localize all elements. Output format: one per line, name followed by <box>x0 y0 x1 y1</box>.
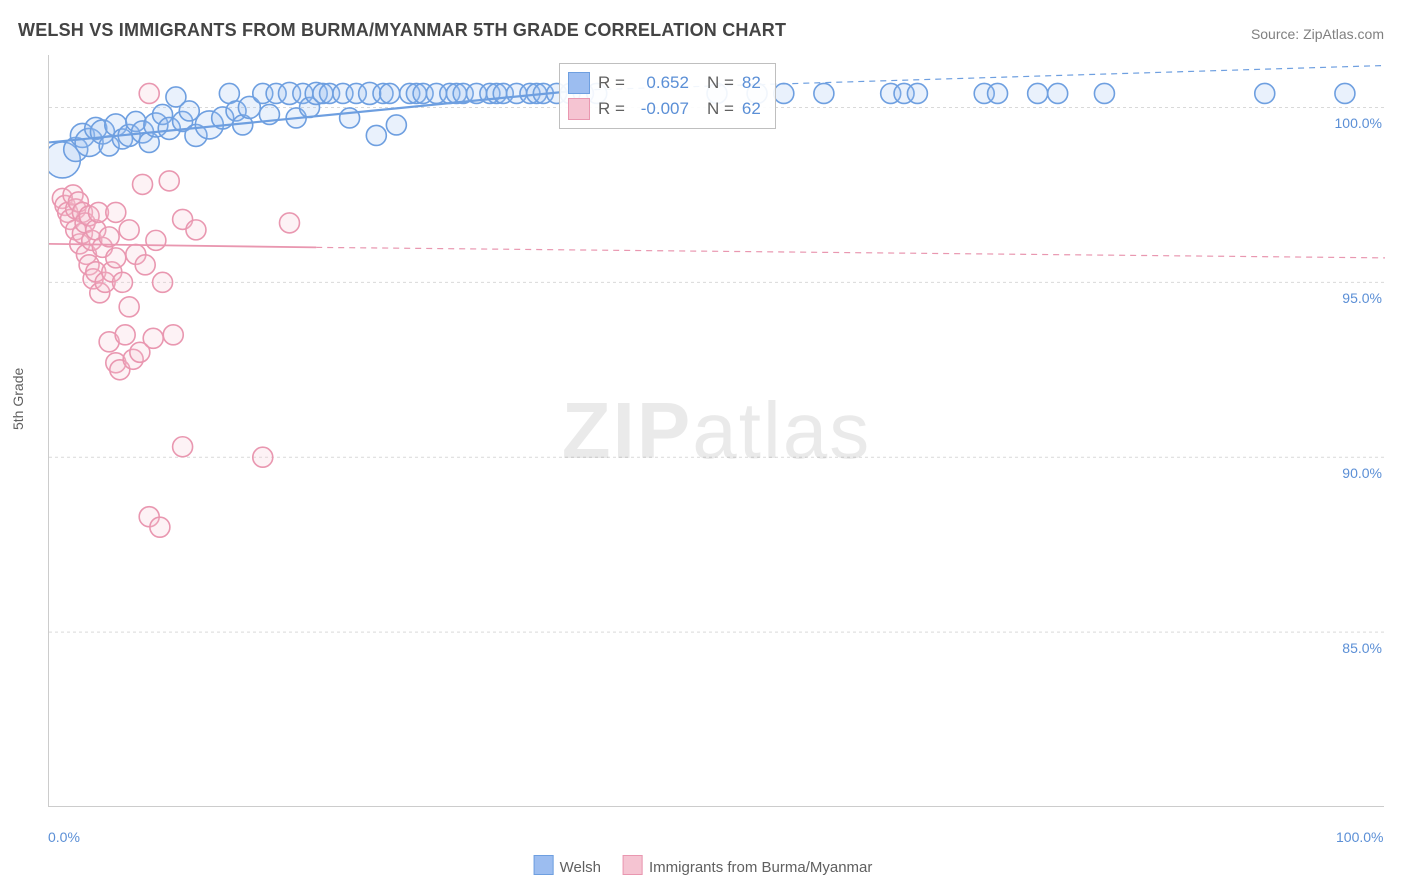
legend-bottom: Welsh Immigrants from Burma/Myanmar <box>534 855 873 876</box>
stats-swatch <box>568 98 590 120</box>
legend-item: Welsh <box>534 855 601 876</box>
stats-r-label: R = <box>598 70 625 96</box>
stats-n-label: N = <box>707 96 734 122</box>
stats-n-value: 82 <box>742 70 761 96</box>
stats-n-label: N = <box>707 70 734 96</box>
y-tick-label: 100.0% <box>1322 115 1382 131</box>
x-tick-label: 0.0% <box>48 829 80 845</box>
stats-n-value: 62 <box>742 96 761 122</box>
y-tick-label: 90.0% <box>1322 465 1382 481</box>
stats-row: R = -0.007 N = 62 <box>568 96 761 122</box>
legend-swatch <box>623 855 643 875</box>
legend-label: Welsh <box>560 859 601 876</box>
stats-r-value: -0.007 <box>633 96 689 122</box>
chart-svg <box>49 55 1385 807</box>
stats-r-value: 0.652 <box>633 70 689 96</box>
x-tick-label: 100.0% <box>1336 829 1383 845</box>
stats-swatch <box>568 72 590 94</box>
y-tick-label: 85.0% <box>1322 640 1382 656</box>
stats-legend-box: R = 0.652 N = 82 R = -0.007 N = 62 <box>559 63 776 129</box>
source-label: Source: <box>1251 26 1303 42</box>
y-axis-label: 5th Grade <box>10 368 26 430</box>
chart-title: WELSH VS IMMIGRANTS FROM BURMA/MYANMAR 5… <box>18 20 786 41</box>
stats-r-label: R = <box>598 96 625 122</box>
source-attribution: Source: ZipAtlas.com <box>1251 26 1384 42</box>
legend-swatch <box>534 855 554 875</box>
y-tick-label: 95.0% <box>1322 290 1382 306</box>
source-link[interactable]: ZipAtlas.com <box>1303 26 1384 42</box>
legend-label: Immigrants from Burma/Myanmar <box>649 859 872 876</box>
chart-plot-area: ZIPatlas R =0.652N =82R =-0.007N =62 <box>48 55 1384 807</box>
legend-item: Immigrants from Burma/Myanmar <box>623 855 872 876</box>
stats-row: R = 0.652 N = 82 <box>568 70 761 96</box>
